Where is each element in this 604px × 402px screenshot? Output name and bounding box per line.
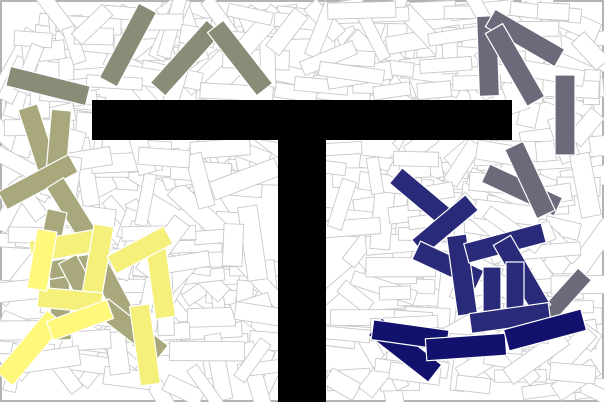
background-stick bbox=[372, 81, 412, 101]
background-stick bbox=[134, 172, 158, 228]
background-stick bbox=[365, 156, 385, 196]
background-stick bbox=[186, 363, 224, 402]
colored-stick-deep-navy bbox=[424, 332, 508, 362]
colored-stick-bright-yellow bbox=[45, 298, 115, 342]
colored-stick-bright-yellow bbox=[26, 228, 58, 292]
colored-stick-navy bbox=[445, 233, 479, 317]
background-stick bbox=[336, 279, 375, 315]
background-stick bbox=[570, 30, 604, 72]
colored-stick-yellow bbox=[128, 303, 162, 387]
background-stick bbox=[327, 0, 397, 20]
background-stick bbox=[502, 329, 571, 385]
letter-t-stem bbox=[278, 100, 326, 402]
background-stick bbox=[378, 285, 412, 301]
background-stick bbox=[416, 80, 453, 101]
colored-stick-deep-navy bbox=[502, 308, 588, 352]
background-stick bbox=[226, 2, 274, 26]
background-stick bbox=[419, 55, 473, 74]
background-stick bbox=[233, 337, 272, 384]
colored-stick-bright-yellow bbox=[0, 309, 65, 387]
background-stick bbox=[184, 151, 216, 210]
background-stick bbox=[321, 140, 363, 157]
background-stick bbox=[326, 177, 358, 231]
background-stick bbox=[569, 151, 602, 219]
background-stick bbox=[161, 373, 206, 402]
background-stick bbox=[265, 7, 309, 57]
background-stick bbox=[104, 330, 131, 376]
colored-stick-olive bbox=[5, 65, 91, 107]
background-stick bbox=[70, 3, 114, 46]
background-stick bbox=[392, 150, 440, 168]
background-stick bbox=[536, 1, 570, 22]
colored-stick-slate bbox=[484, 22, 546, 108]
colored-stick-yellow bbox=[106, 225, 174, 275]
background-stick bbox=[455, 374, 492, 395]
background-stick bbox=[317, 60, 386, 86]
background-stick bbox=[169, 340, 245, 362]
colored-stick-clusters bbox=[0, 2, 593, 387]
colored-stick-khaki bbox=[0, 153, 79, 211]
colored-stick-olive bbox=[98, 2, 158, 88]
background-stick bbox=[548, 361, 597, 385]
colored-stick-slate bbox=[484, 8, 566, 68]
background-stick bbox=[186, 306, 237, 328]
background-stick bbox=[221, 223, 245, 267]
colored-stick-slate bbox=[554, 74, 576, 156]
colored-stick-slate bbox=[504, 140, 556, 220]
colored-stick-olive bbox=[206, 19, 274, 97]
background-stick bbox=[71, 328, 112, 352]
background-stick bbox=[322, 367, 363, 402]
background-stick bbox=[137, 146, 191, 169]
letter-t-shape bbox=[92, 100, 512, 402]
background-stick bbox=[208, 157, 282, 201]
